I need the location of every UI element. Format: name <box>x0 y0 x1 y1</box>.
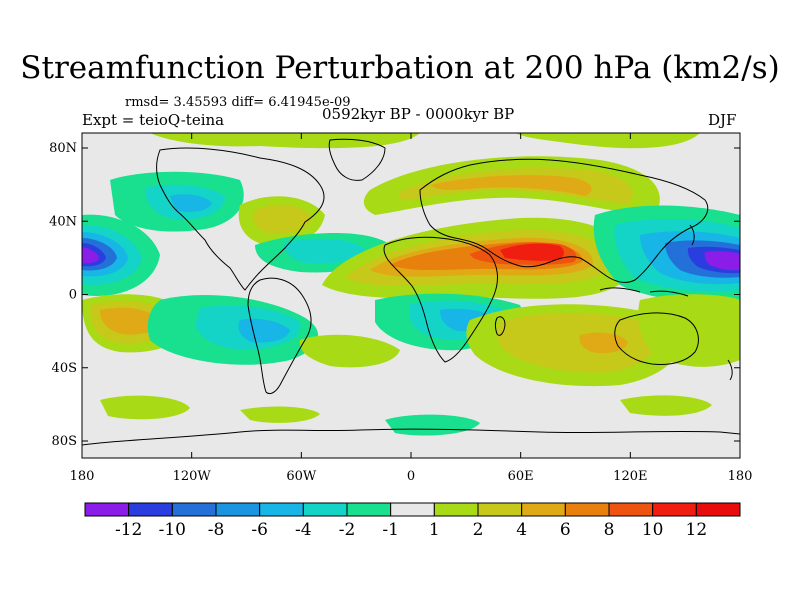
colorbar-label: 12 <box>686 520 708 540</box>
coast-australia <box>614 312 699 365</box>
contour-wpac-neg6 <box>704 251 740 271</box>
colorbar-label: -1 <box>382 520 399 540</box>
lon-tick-label: 60W <box>286 469 317 484</box>
coast-indonesia <box>599 287 689 297</box>
colorbar-box <box>259 502 304 517</box>
contour-swpac-pos <box>638 294 740 367</box>
contour-io-pos3 <box>579 332 628 354</box>
colorbar-label: 1 <box>429 520 440 540</box>
contour-arctic-north-america <box>150 133 420 149</box>
coast-greenland <box>328 138 386 181</box>
colorbar-label: 6 <box>560 520 571 540</box>
colorbar-label: 10 <box>642 520 664 540</box>
streamfunction-field <box>82 133 740 458</box>
colorbar-box <box>215 502 261 517</box>
contour-so-neg <box>385 414 480 436</box>
contour-natl-neg2 <box>284 238 365 264</box>
contour-subtrop-pos6 <box>500 243 564 261</box>
coast-japan <box>689 224 695 246</box>
colorbar-box <box>564 502 610 517</box>
colorbar-box <box>84 502 130 517</box>
contour-satl-pos <box>299 334 400 368</box>
lat-tick-label: 40S <box>52 361 77 376</box>
colorbar-box <box>521 502 566 517</box>
coast-antarctica <box>82 428 740 446</box>
contour-dateline-west6 <box>82 247 99 264</box>
colorbar-box <box>433 502 479 517</box>
lon-tick-label: 120E <box>613 469 647 484</box>
contour-so-pos <box>100 395 190 420</box>
lat-tick-label: 80N <box>49 141 77 156</box>
colorbar-label: -10 <box>159 520 186 540</box>
contour-sepac-pos3 <box>100 307 160 335</box>
colorbar-label: -12 <box>115 520 142 540</box>
lon-tick-label: 60E <box>508 469 534 484</box>
period-label: 0592kyr BP - 0000kyr BP <box>322 105 515 123</box>
colorbar-box <box>477 502 523 517</box>
colorbar-label: 2 <box>473 520 484 540</box>
plot-title: Streamfunction Perturbation at 200 hPa (… <box>20 50 780 86</box>
lon-tick-label: 0 <box>407 469 415 484</box>
coast-south-america <box>247 277 312 395</box>
contour-arctic-green <box>515 133 700 149</box>
coastlines <box>82 138 740 446</box>
colorbar-box <box>171 502 217 517</box>
colorbar-box <box>346 502 392 517</box>
coast-new-zealand <box>727 359 733 381</box>
contour-so-pos3 <box>240 406 320 423</box>
contour-eurasia-north3 <box>430 175 592 196</box>
lon-tick-label: 180 <box>728 469 753 484</box>
latitude-axis: 80N 40N 0 40S 80S <box>49 141 740 449</box>
coast-madagascar <box>495 316 506 336</box>
contour-so-pos2 <box>620 395 712 416</box>
contour-npac-neg3 <box>170 194 212 212</box>
contour-na-pos2 <box>253 204 312 234</box>
contour-io-pos2 <box>497 313 658 373</box>
coast-north-america <box>156 147 325 291</box>
lon-tick-label: 180 <box>70 469 95 484</box>
lat-tick-label: 80S <box>52 434 77 449</box>
colorbar-box <box>128 502 173 517</box>
colorbar-label: -6 <box>251 520 268 540</box>
colorbar-label: 8 <box>604 520 615 540</box>
coast-eurasia <box>419 158 709 283</box>
colorbar-box <box>302 502 348 517</box>
colorbar-label: 4 <box>516 520 527 540</box>
colorbar-box <box>608 502 654 517</box>
lat-tick-label: 0 <box>69 288 77 303</box>
colorbar-box <box>695 502 741 517</box>
lon-tick-label: 120W <box>173 469 212 484</box>
coast-africa <box>383 236 498 363</box>
colorbar-label: -4 <box>295 520 312 540</box>
longitude-axis: 180 120W 60W 0 60E 120E 180 <box>70 133 753 484</box>
lat-tick-label: 40N <box>49 214 77 229</box>
colorbar-label: -8 <box>208 520 225 540</box>
colorbar: -12 -10 -8 -6 -4 -2 -1 1 2 4 6 8 10 12 <box>84 502 741 540</box>
colorbar-box <box>652 502 697 517</box>
season-label: DJF <box>708 111 737 129</box>
experiment-label: Expt = teioQ-teina <box>82 111 225 129</box>
colorbar-box <box>390 502 435 517</box>
stats-line: rmsd= 3.45593 diff= 6.41945e-09 <box>125 95 351 110</box>
colorbar-label: -2 <box>339 520 356 540</box>
